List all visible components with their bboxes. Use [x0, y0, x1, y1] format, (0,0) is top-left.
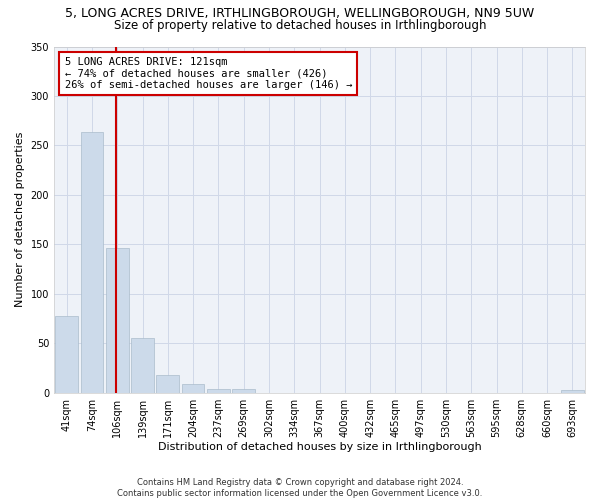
Bar: [561, 390, 584, 392]
Text: 5, LONG ACRES DRIVE, IRTHLINGBOROUGH, WELLINGBOROUGH, NN9 5UW: 5, LONG ACRES DRIVE, IRTHLINGBOROUGH, WE…: [65, 8, 535, 20]
Text: 5 LONG ACRES DRIVE: 121sqm
← 74% of detached houses are smaller (426)
26% of sem: 5 LONG ACRES DRIVE: 121sqm ← 74% of deta…: [65, 57, 352, 90]
Y-axis label: Number of detached properties: Number of detached properties: [15, 132, 25, 308]
Bar: [106, 248, 128, 392]
Bar: [157, 375, 179, 392]
Bar: [182, 384, 205, 392]
X-axis label: Distribution of detached houses by size in Irthlingborough: Distribution of detached houses by size …: [158, 442, 481, 452]
Bar: [55, 316, 78, 392]
Bar: [131, 338, 154, 392]
Bar: [207, 389, 230, 392]
Bar: [232, 389, 255, 392]
Bar: [80, 132, 103, 392]
Text: Contains HM Land Registry data © Crown copyright and database right 2024.
Contai: Contains HM Land Registry data © Crown c…: [118, 478, 482, 498]
Text: Size of property relative to detached houses in Irthlingborough: Size of property relative to detached ho…: [114, 18, 486, 32]
